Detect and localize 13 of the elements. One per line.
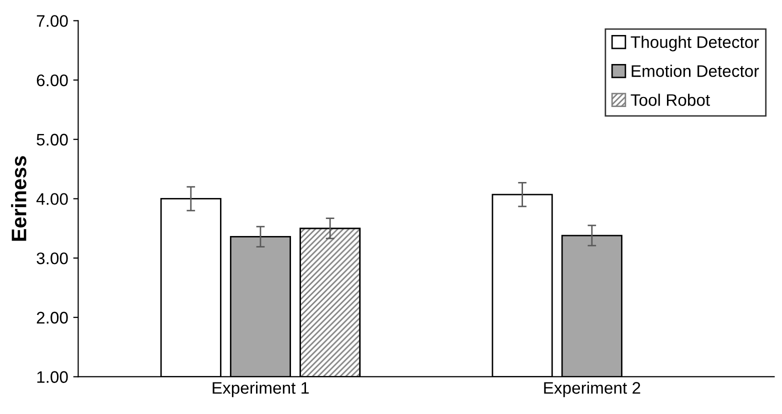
y-tick-label: 4.00 <box>36 193 68 205</box>
x-tick-label: Experiment 1 <box>212 382 309 398</box>
legend-label: Tool Robot <box>630 94 710 106</box>
y-tick-label: 7.00 <box>36 15 68 27</box>
y-axis-title: Eeriness <box>11 156 26 241</box>
y-tick-label: 3.00 <box>36 252 68 264</box>
y-tick-label: 6.00 <box>36 74 68 86</box>
y-tick-label: 5.00 <box>36 134 68 146</box>
legend-label: Thought Detector <box>630 36 759 52</box>
y-tick-label: 1.00 <box>37 371 68 383</box>
legend-label: Emotion Detector <box>632 64 759 77</box>
x-tick-label: Experiment 2 <box>544 382 640 398</box>
y-tick-label: 2.00 <box>36 312 68 324</box>
